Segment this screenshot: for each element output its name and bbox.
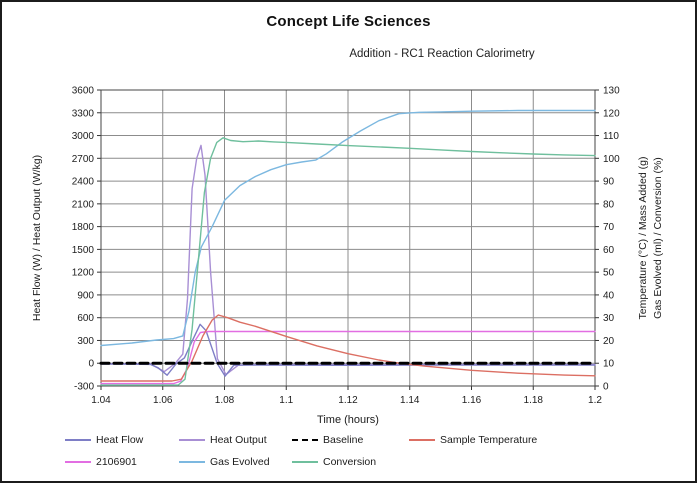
y-left-tick-label: 2400 [72, 177, 95, 188]
y-left-tick-label: 3300 [72, 108, 95, 119]
y-right-tick-label: 0 [603, 382, 609, 393]
x-tick-label: 1.18 [524, 395, 544, 406]
legend-item-2106901: 2106901 [65, 456, 137, 468]
legend-label-sample-temperature: Sample Temperature [440, 434, 538, 446]
series-conversion [100, 137, 596, 386]
legend-item-gas-evolved: Gas Evolved [179, 456, 270, 468]
x-tick-label: 1.14 [400, 395, 420, 406]
y-right-tick-label: 60 [603, 245, 615, 256]
series-sample-temperature [100, 314, 596, 382]
legend-label-heat-output: Heat Output [210, 434, 267, 446]
chart-title: Concept Life Sciences [266, 13, 431, 30]
series-gas-evolved [100, 109, 596, 347]
x-tick-label: 1.06 [153, 395, 173, 406]
y-right-tick-label: 70 [603, 222, 615, 233]
legend-swatch-conversion [292, 461, 318, 463]
legend-label-conversion: Conversion [323, 456, 377, 468]
y-left-tick-label: 600 [77, 313, 94, 324]
y-right-tick-label: 40 [603, 290, 615, 301]
legend-item-conversion: Conversion [292, 456, 376, 468]
plot-border [100, 89, 596, 387]
y-right-tick-label: 90 [603, 177, 615, 188]
legend-label-2106901: 2106901 [96, 456, 137, 468]
y-right-axis-title-1: Temperature (°C) / Mass Added (g) [637, 157, 649, 320]
x-tick-label: 1.04 [91, 395, 111, 406]
x-tick-label: 1.2 [588, 395, 602, 406]
y-left-tick-label: 0 [88, 359, 94, 370]
y-left-tick-label: 1800 [72, 222, 95, 233]
legend-swatch-baseline [292, 439, 318, 441]
legend-item-sample-temperature: Sample Temperature [409, 434, 537, 446]
legend-label-heat-flow: Heat Flow [96, 434, 144, 446]
y-right-axis-title-2: Gas Evolved (ml) / Conversion (%) [652, 157, 664, 319]
y-right-tick-label: 10 [603, 359, 615, 370]
legend-swatch-heat-output [179, 439, 205, 441]
y-right-tick-label: 80 [603, 199, 615, 210]
legend-label-baseline: Baseline [323, 434, 364, 446]
y-left-tick-label: 3600 [72, 86, 95, 97]
legend-swatch-heat-flow [65, 439, 91, 441]
y-left-tick-label: 2700 [72, 154, 95, 165]
y-right-tick-label: 100 [603, 154, 620, 165]
y-right-tick-label: 50 [603, 268, 615, 279]
y-right-tick-label: 30 [603, 313, 615, 324]
legend-label-gas-evolved: Gas Evolved [210, 456, 270, 468]
series-heat-flow [100, 323, 596, 377]
y-left-tick-label: 2100 [72, 199, 95, 210]
chart-subtitle: Addition - RC1 Reaction Calorimetry [349, 48, 535, 60]
legend-item-baseline: Baseline [292, 434, 363, 446]
y-left-axis-title: Heat Flow (W) / Heat Output (W/kg) [31, 155, 43, 321]
y-left-tick-label: 300 [77, 336, 94, 347]
x-tick-label: 1.16 [462, 395, 482, 406]
y-left-tick-label: 3000 [72, 131, 95, 142]
y-left-tick-label: 1500 [72, 245, 95, 256]
y-right-tick-label: 110 [603, 131, 619, 142]
y-left-tick-label: 1200 [72, 268, 95, 279]
y-right-tick-label: 20 [603, 336, 615, 347]
legend-swatch-sample-temperature [409, 439, 435, 441]
y-left-tick-label: -300 [74, 382, 94, 393]
y-right-tick-label: 120 [603, 108, 620, 119]
y-right-tick-label: 130 [603, 86, 620, 97]
series-heat-output [100, 144, 596, 376]
y-left-tick-label: 900 [77, 290, 94, 301]
legend-swatch-gas-evolved [179, 461, 205, 463]
legend-swatch-2106901 [65, 461, 91, 463]
x-tick-label: 1.1 [279, 395, 293, 406]
legend-item-heat-flow: Heat Flow [65, 434, 143, 446]
calorimetry-line-chart: 1.04 1.06 1.08 1.1 1.12 1.14 1.16 1.18 1.2 3600 33… [31, 86, 664, 427]
series-2106901 [100, 330, 596, 385]
x-axis-title: Time (hours) [317, 414, 379, 426]
x-tick-label: 1.08 [215, 395, 235, 406]
x-tick-label: 1.12 [338, 395, 358, 406]
legend-item-heat-output: Heat Output [179, 434, 267, 446]
